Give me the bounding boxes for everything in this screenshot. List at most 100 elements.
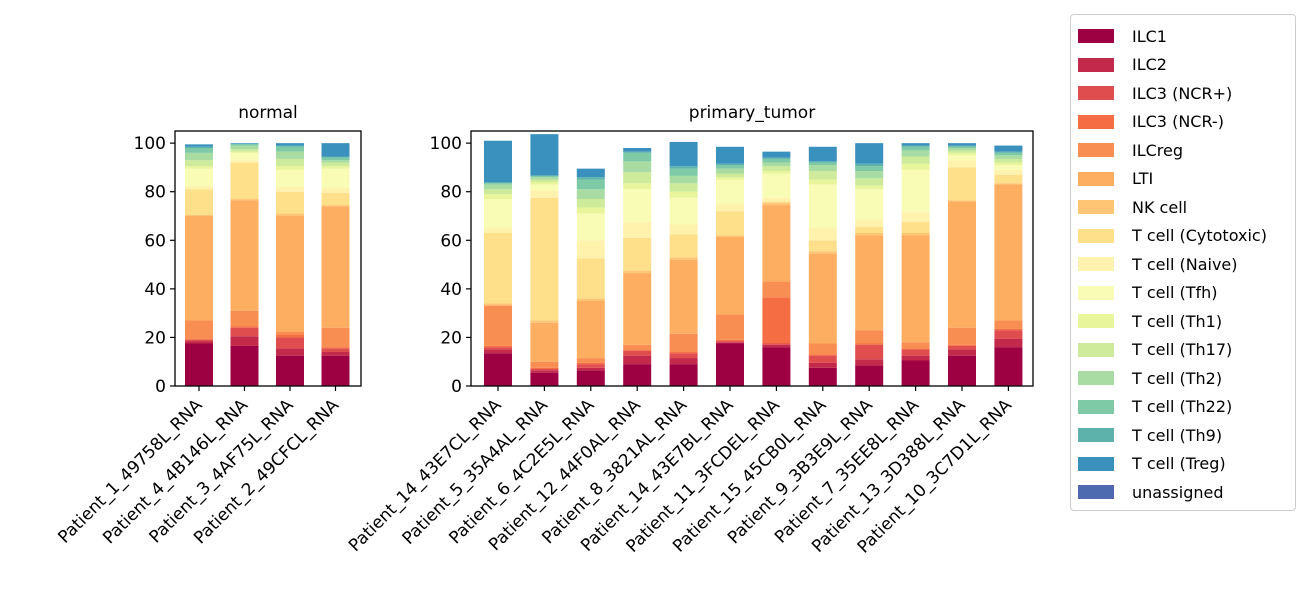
bar-segment-ilcreg bbox=[623, 344, 652, 350]
bar-segment-ilc3-ncr-plus bbox=[484, 347, 512, 350]
bar-segment-t-cell-naive bbox=[669, 224, 698, 235]
legend-swatch-t-cell-cytotoxic bbox=[1078, 228, 1114, 243]
bar-segment-ilc3-ncr-plus bbox=[623, 350, 652, 356]
bar-segment-t-cell-naive bbox=[576, 240, 605, 259]
bar-segment-t-cell-treg bbox=[669, 141, 698, 167]
bar-segment-t-cell-naive bbox=[230, 160, 259, 163]
legend-label-t-cell-th2: T cell (Th2) bbox=[1132, 368, 1223, 388]
y-tick-label: 60 bbox=[440, 231, 462, 251]
bar-segment-t-cell-th22 bbox=[623, 152, 652, 162]
bar-segment-lti bbox=[669, 259, 698, 334]
bar-segment-ilc3-ncr-plus bbox=[901, 349, 930, 356]
bar-segment-nk-cell bbox=[576, 298, 605, 301]
bar-segment-t-cell-treg bbox=[576, 168, 605, 178]
chart-title: primary_tumor bbox=[689, 103, 815, 123]
panel-primary-tumor: 020406080100Patient_14_43E7CL_RNAPatient… bbox=[345, 103, 1034, 558]
bar-segment-t-cell-naive bbox=[901, 212, 930, 223]
bar-segment-t-cell-th17 bbox=[484, 189, 512, 195]
legend-label-t-cell-naive: T cell (Naive) bbox=[1132, 254, 1238, 274]
bar-segment-t-cell-treg bbox=[185, 144, 213, 147]
legend-label-nk-cell: NK cell bbox=[1132, 197, 1188, 217]
bar-segment-t-cell-naive bbox=[530, 190, 559, 198]
legend-swatch-t-cell-th9 bbox=[1078, 428, 1114, 443]
bar-segment-t-cell-th1 bbox=[762, 171, 791, 174]
bar-segment-t-cell-th1 bbox=[530, 182, 559, 185]
bar-segment-t-cell-th17 bbox=[716, 173, 744, 178]
bar-segment-ilc3-ncr bbox=[276, 335, 304, 338]
bar-segment-ilc3-ncr-plus bbox=[948, 345, 976, 350]
bar-segment-t-cell-th22 bbox=[484, 183, 512, 185]
bar-segment-t-cell-cytotoxic bbox=[808, 240, 837, 252]
bar-segment-t-cell-naive bbox=[185, 185, 213, 190]
bar-segment-ilc1 bbox=[901, 360, 930, 386]
bar-segment-t-cell-tfh bbox=[994, 165, 1023, 170]
axes-frame bbox=[470, 130, 1034, 387]
legend-item-ilc1: ILC1 bbox=[1071, 22, 1295, 51]
bar-segment-t-cell-tfh bbox=[855, 189, 884, 220]
bar-segment-ilc3-ncr bbox=[530, 367, 559, 369]
bar-segment-ilc1 bbox=[808, 367, 837, 386]
chart-title: normal bbox=[238, 103, 298, 123]
bar-segment-ilc3-ncr bbox=[901, 348, 930, 350]
bar-segment-t-cell-th2 bbox=[185, 152, 213, 161]
legend-label-ilc2: ILC2 bbox=[1132, 55, 1167, 75]
legend-label-t-cell-treg: T cell (Treg) bbox=[1132, 454, 1226, 474]
bar-segment-t-cell-tfh bbox=[276, 169, 304, 187]
bar-segment-t-cell-naive bbox=[994, 169, 1023, 175]
legend-swatch-t-cell-th2 bbox=[1078, 371, 1114, 386]
legend-swatch-t-cell-tfh bbox=[1078, 285, 1114, 300]
bar-segment-t-cell-th9 bbox=[484, 182, 512, 184]
legend-swatch-t-cell-th1 bbox=[1078, 314, 1114, 329]
bar-segment-t-cell-cytotoxic bbox=[230, 162, 259, 199]
bar-segment-t-cell-th22 bbox=[948, 146, 976, 148]
legend-item-t-cell-th1: T cell (Th1) bbox=[1071, 307, 1295, 336]
legend-swatch-ilcreg bbox=[1078, 143, 1114, 158]
bar-segment-ilcreg bbox=[484, 305, 512, 346]
bar-segment-t-cell-th22 bbox=[762, 158, 791, 163]
y-tick-label: 80 bbox=[144, 183, 166, 203]
bar-segment-ilc2 bbox=[901, 355, 930, 361]
bar-segment-lti bbox=[762, 205, 791, 282]
bar-segment-ilc3-ncr-plus bbox=[530, 369, 559, 371]
y-tick-label: 100 bbox=[134, 134, 166, 154]
bar-segment-t-cell-tfh bbox=[576, 213, 605, 241]
bar-segment-ilcreg bbox=[530, 361, 559, 368]
bar-segment-t-cell-th22 bbox=[808, 162, 837, 165]
legend: ILC1 ILC2 ILC3 (NCR+) ILC3 (NCR-) ILCreg… bbox=[1070, 14, 1296, 511]
bar-segment-t-cell-th9 bbox=[716, 163, 744, 165]
bar-segment-t-cell-treg bbox=[901, 143, 930, 146]
bar-segment-t-cell-th9 bbox=[901, 145, 930, 147]
bar-segment-t-cell-th9 bbox=[669, 166, 698, 169]
bar-segment-t-cell-treg bbox=[762, 151, 791, 158]
bar-segment-ilc3-ncr bbox=[484, 345, 512, 348]
bar-segment-ilc2 bbox=[623, 355, 652, 365]
legend-item-ilc3-ncr-plus: ILC3 (NCR+) bbox=[1071, 79, 1295, 108]
bar-segment-t-cell-naive bbox=[623, 222, 652, 238]
legend-item-t-cell-naive: T cell (Naive) bbox=[1071, 250, 1295, 279]
bar-segment-ilc3-ncr-plus bbox=[669, 353, 698, 359]
bar-segment-t-cell-th22 bbox=[230, 144, 259, 146]
bar-segment-t-cell-th1 bbox=[321, 166, 350, 169]
legend-label-t-cell-th1: T cell (Th1) bbox=[1132, 311, 1223, 331]
bar-segment-t-cell-th17 bbox=[669, 183, 698, 192]
bar-segment-nk-cell bbox=[669, 257, 698, 260]
bar-segment-t-cell-th1 bbox=[716, 177, 744, 180]
bar-segment-t-cell-cytotoxic bbox=[901, 222, 930, 233]
bar-segment-t-cell-tfh bbox=[230, 152, 259, 161]
bar-segment-ilcreg bbox=[762, 281, 791, 298]
bar-segment-t-cell-naive bbox=[484, 228, 512, 233]
bar-segment-t-cell-th17 bbox=[948, 150, 976, 153]
bar-segment-ilc1 bbox=[321, 355, 350, 386]
y-tick-label: 80 bbox=[440, 183, 462, 203]
bar-segment-lti bbox=[276, 216, 304, 332]
legend-label-ilc1: ILC1 bbox=[1132, 26, 1167, 46]
legend-item-ilc2: ILC2 bbox=[1071, 51, 1295, 80]
legend-swatch-ilc3-ncr-plus bbox=[1078, 86, 1114, 101]
bar-segment-lti bbox=[623, 273, 652, 345]
bar-segment-t-cell-th9 bbox=[855, 163, 884, 167]
bar-segment-lti bbox=[484, 304, 512, 306]
bar-segment-t-cell-th17 bbox=[576, 199, 605, 208]
bar-segment-ilcreg bbox=[669, 333, 698, 352]
bar-segment-lti bbox=[185, 216, 213, 321]
bar-segment-t-cell-th1 bbox=[484, 194, 512, 199]
